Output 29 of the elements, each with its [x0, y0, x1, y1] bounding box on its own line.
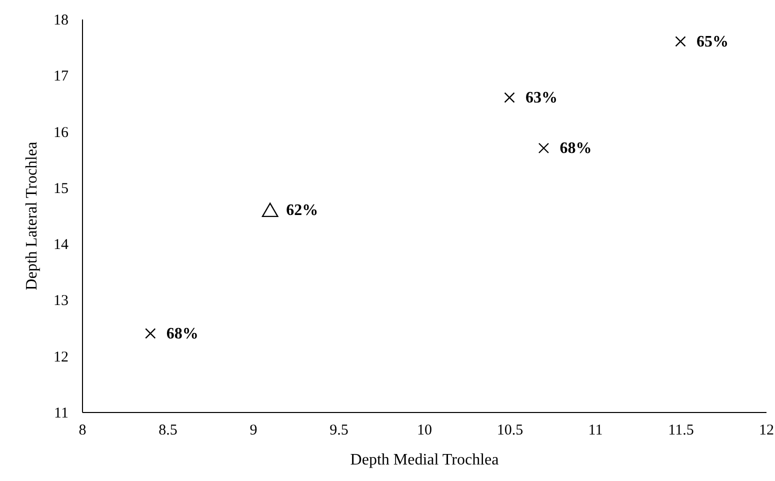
x-tick-label: 12 — [759, 422, 774, 438]
annotation: 62% — [286, 202, 318, 219]
y-tick-label: 14 — [54, 237, 69, 254]
point — [538, 142, 550, 154]
y-tick-label: 18 — [54, 12, 68, 28]
y-tick-label: 13 — [54, 293, 68, 310]
x-tick-label: 11.5 — [668, 422, 694, 438]
y-tick-label: 16 — [54, 124, 69, 141]
x-tick-label: 8 — [78, 422, 86, 438]
point — [675, 36, 686, 47]
x-tick-label: 9 — [250, 422, 258, 438]
y-tick-label: 11 — [54, 406, 68, 422]
x-tick-label: 11 — [588, 422, 603, 438]
x-axis-title: Depth Medial Trochlea — [350, 452, 499, 468]
x-tick-label: 9.5 — [330, 422, 348, 438]
y-tick-label: 15 — [54, 180, 68, 197]
annotation: 65% — [696, 33, 728, 50]
point — [262, 202, 278, 218]
y-tick-label: 12 — [54, 349, 68, 366]
x-tick-label: 8.5 — [158, 422, 178, 438]
annotation: 68% — [560, 140, 592, 158]
x-tick-label: 10 — [417, 422, 432, 438]
y-axis-title: Depth Lateral Trochlea — [24, 142, 40, 290]
x-tick-label: 10.5 — [496, 422, 524, 438]
annotation: 68% — [166, 325, 198, 342]
point — [145, 328, 156, 339]
point — [504, 92, 515, 103]
y-tick-label: 17 — [54, 68, 69, 85]
annotation: 63% — [526, 90, 558, 107]
